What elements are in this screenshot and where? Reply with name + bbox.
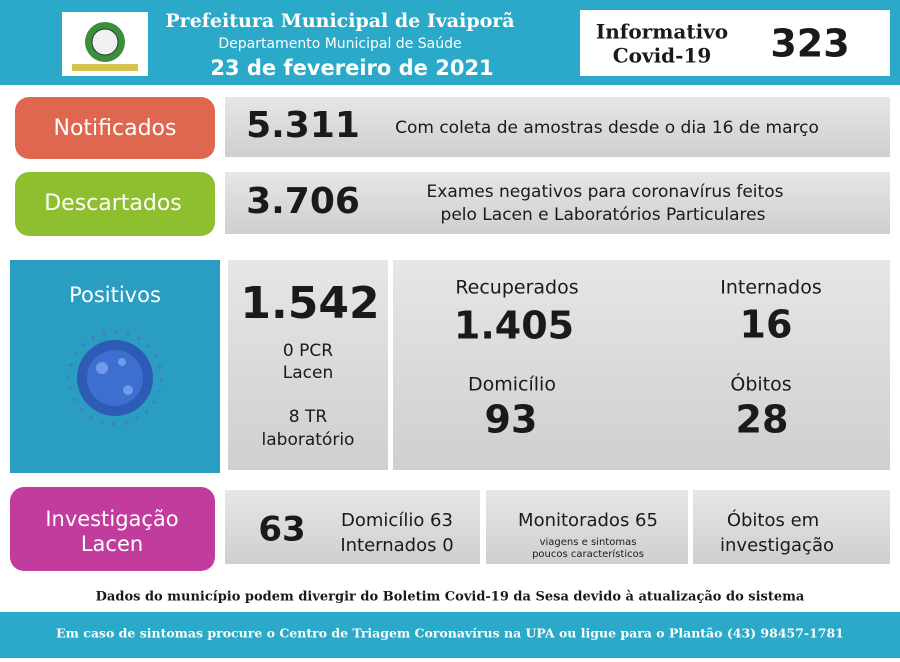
detail: 0 PCR (283, 341, 333, 361)
panel (225, 490, 480, 564)
monitored: Monitorados 65 (518, 510, 658, 531)
detail: laboratório (262, 430, 355, 450)
virus-icon (67, 330, 163, 426)
footer: Em caso de sintomas procure o Centro de … (56, 626, 844, 641)
panel (393, 260, 890, 470)
bulletin-number: 323 (770, 22, 849, 66)
monitored-note: poucos característicos (532, 548, 644, 560)
label: Descartados (44, 191, 182, 216)
stat-value: 16 (740, 303, 793, 347)
value: 63 (258, 510, 305, 550)
logo-ribbon (72, 64, 138, 71)
detail: Lacen (283, 363, 333, 383)
description: pelo Lacen e Laboratórios Particulares (441, 205, 766, 225)
label-pill (15, 97, 215, 159)
label: Investigação (45, 507, 178, 531)
bulletin-label: Informativo (596, 20, 728, 44)
stat-label: Recuperados (455, 277, 578, 299)
panel (225, 172, 890, 234)
label: Lacen (81, 532, 143, 556)
stat-label: Óbitos (730, 372, 791, 396)
split: Domicílio 63 (341, 510, 453, 531)
panel (693, 490, 890, 564)
stat-label: Internados (720, 277, 822, 299)
value: 3.706 (246, 181, 360, 222)
deaths-investigation: Óbitos em (727, 509, 819, 531)
label: Positivos (69, 283, 161, 307)
footer-bar (0, 612, 900, 658)
monitored-note: viagens e sintomas (540, 537, 637, 548)
panel (228, 260, 388, 470)
deaths-investigation: investigação (720, 535, 834, 556)
value: 5.311 (246, 105, 360, 146)
stat-value: 28 (736, 398, 789, 442)
panel (486, 490, 688, 564)
value: 1.542 (240, 278, 379, 329)
bulletin-box (580, 10, 890, 76)
stat-value: 93 (485, 398, 538, 442)
panel (225, 97, 890, 157)
footnote: Dados do município podem divergir do Bol… (96, 590, 805, 605)
detail: 8 TR (289, 407, 328, 427)
date: 23 de fevereiro de 2021 (210, 56, 493, 80)
description: Exames negativos para coronavírus feitos (427, 182, 784, 202)
bulletin-label: Covid-19 (613, 44, 712, 68)
stat-value: 1.405 (454, 304, 574, 348)
label-pill (15, 172, 215, 236)
subtitle: Departamento Municipal de Saúde (218, 36, 461, 52)
stat-label: Domicílio (468, 374, 556, 396)
title: Prefeitura Municipal de Ivaiporã (165, 10, 514, 32)
description: Com coleta de amostras desde o dia 16 de… (395, 118, 819, 138)
split: Internados 0 (340, 535, 453, 556)
logo-gear (91, 28, 119, 56)
label: Notificados (54, 116, 177, 141)
label-pill (10, 487, 215, 571)
